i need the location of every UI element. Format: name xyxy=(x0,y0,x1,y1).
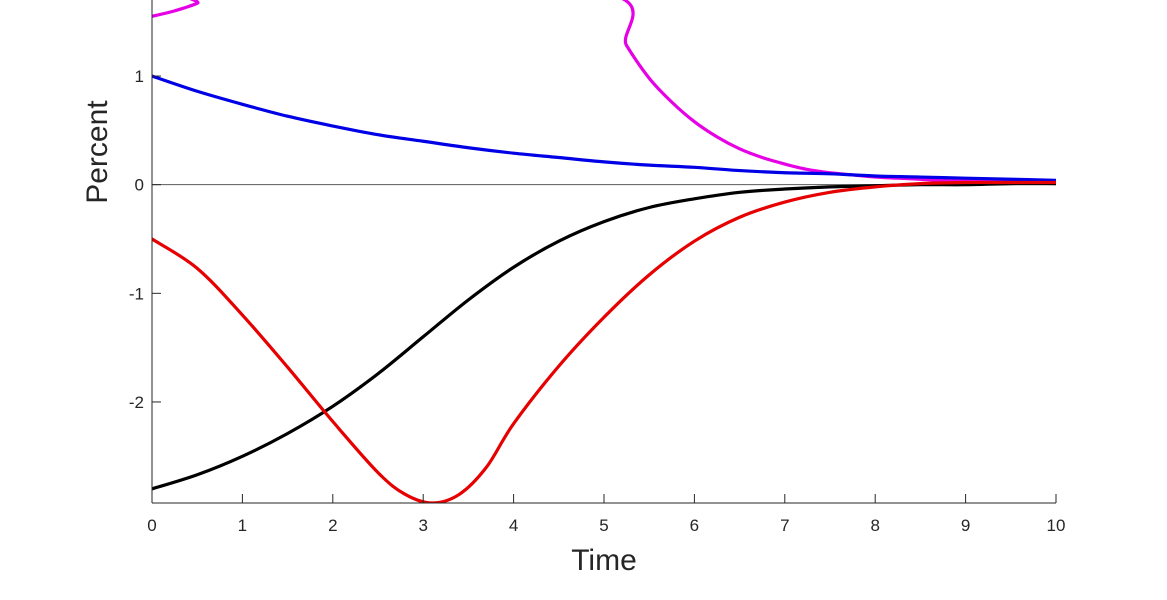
x-tick-label: 7 xyxy=(780,516,789,535)
y-tick-label: -1 xyxy=(129,284,144,303)
y-tick-label: -2 xyxy=(129,393,144,412)
x-tick-label: 8 xyxy=(870,516,879,535)
y-axis-label: Percent xyxy=(81,100,114,204)
series-line-4 xyxy=(152,180,1056,503)
y-tick-label: 0 xyxy=(135,176,144,195)
x-tick-label: 5 xyxy=(599,516,608,535)
x-axis-label: Time xyxy=(571,544,637,577)
y-tick-label: 1 xyxy=(135,67,144,86)
series-line-2 xyxy=(152,74,1056,182)
x-ticks: 0 1 2 3 4 5 6 7 8 9 10 xyxy=(147,494,1065,535)
series-layer xyxy=(152,0,1056,503)
x-tick-label: 2 xyxy=(328,516,337,535)
series-line-3 xyxy=(152,181,1056,491)
x-tick-label: 3 xyxy=(418,516,427,535)
x-tick-label: 4 xyxy=(509,516,518,535)
x-tick-label: 0 xyxy=(147,516,156,535)
x-tick-label: 1 xyxy=(238,516,247,535)
y-ticks: -2 -1 0 1 xyxy=(129,67,161,412)
series-line-1 xyxy=(152,0,1056,184)
x-tick-label: 9 xyxy=(961,516,970,535)
x-tick-label: 10 xyxy=(1047,516,1066,535)
x-tick-label: 6 xyxy=(690,516,699,535)
